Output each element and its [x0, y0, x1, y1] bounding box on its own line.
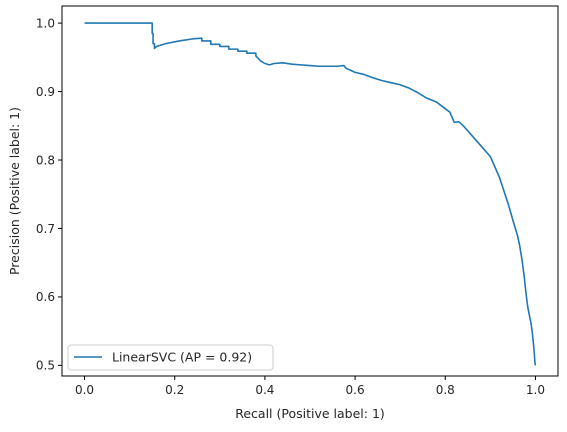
y-tick-label: 0.7: [36, 222, 55, 236]
legend-entry-label: LinearSVC (AP = 0.92): [112, 350, 252, 365]
y-tick-label: 0.5: [36, 359, 55, 373]
y-tick-label: 0.6: [36, 290, 55, 304]
y-tick-label: 0.8: [36, 153, 55, 167]
axes-frame: [61, 5, 559, 377]
plot-area: [84, 22, 537, 366]
legend-box: [67, 344, 274, 371]
y-axis-ticks: 0.5 0.6 0.7 0.8 0.9 1.0: [36, 16, 62, 373]
x-tick-label: 0.8: [436, 383, 455, 397]
y-tick-label: 1.0: [36, 16, 55, 30]
series-line-0: [84, 22, 537, 366]
y-tick-label: 0.9: [36, 85, 55, 99]
x-axis-ticks: 0.0 0.2 0.4 0.6 0.8 1.0: [75, 376, 545, 397]
x-axis-label: Recall (Positive label: 1): [235, 406, 385, 421]
x-tick-label: 0.0: [75, 383, 94, 397]
axes: [61, 5, 559, 377]
x-tick-label: 0.4: [255, 383, 274, 397]
y-axis-label: Precision (Positive label: 1): [7, 107, 22, 275]
legend: LinearSVC (AP = 0.92): [67, 344, 274, 371]
x-tick-label: 0.6: [346, 383, 365, 397]
x-tick-label: 0.2: [165, 383, 184, 397]
x-tick-label: 1.0: [526, 383, 545, 397]
